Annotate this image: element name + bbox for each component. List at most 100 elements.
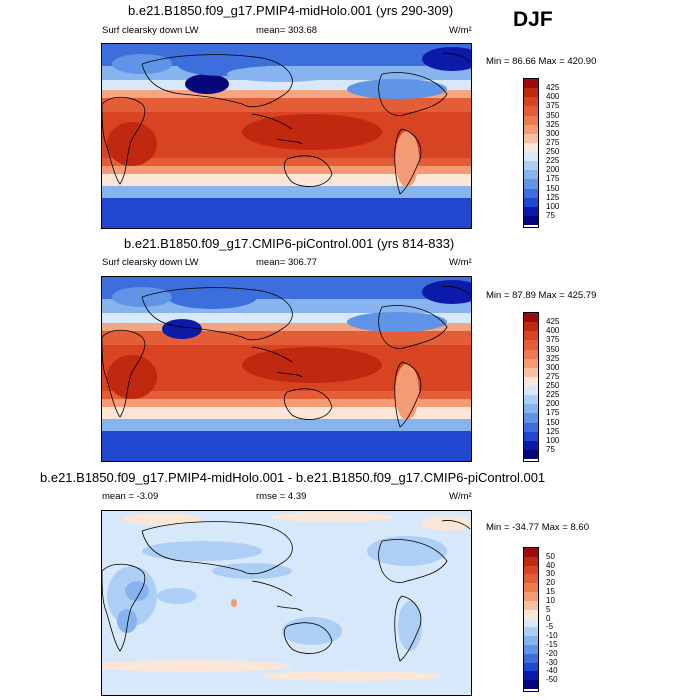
colorbar-tick-label: 125 [546, 192, 560, 202]
panel2-units: W/m² [449, 257, 472, 268]
colorbar-tick-label: 300 [546, 362, 560, 372]
colorbar-tick-label: 400 [546, 92, 560, 102]
colorbar-segment [524, 386, 538, 396]
colorbar-tick-label: 20 [546, 578, 555, 588]
colorbar-segment [524, 662, 538, 672]
colorbar-tick-label: 40 [546, 560, 555, 570]
colorbar-segment [524, 88, 538, 98]
colorbar-tick-label: -30 [546, 657, 558, 667]
colorbar-segment [524, 161, 538, 171]
colorbar-segment [524, 600, 538, 610]
panel3-units: W/m² [449, 491, 472, 502]
panel2-map [101, 276, 472, 462]
colorbar-segment [524, 358, 538, 368]
colorbar-segment [524, 609, 538, 619]
colorbar-tick-label: -20 [546, 648, 558, 658]
colorbar-tick-label: 275 [546, 371, 560, 381]
colorbar-tick-label: 75 [546, 210, 555, 220]
colorbar-segment [524, 565, 538, 575]
colorbar-segment [524, 170, 538, 180]
colorbar-tick-label: 350 [546, 344, 560, 354]
colorbar-segment [524, 404, 538, 414]
panel3-minmax: Min = -34.77 Max = 8.60 [486, 522, 589, 533]
colorbar-segment [524, 124, 538, 134]
colorbar-tick-label: 400 [546, 326, 560, 336]
panel2-minmax: Min = 87.89 Max = 425.79 [486, 290, 597, 301]
colorbar-tick-label: 0 [546, 613, 551, 623]
colorbar-tick-label: 275 [546, 137, 560, 147]
colorbar-segment [524, 206, 538, 216]
colorbar-tick-label: 375 [546, 335, 560, 345]
colorbar-tick-label: 100 [546, 201, 560, 211]
colorbar-segment [524, 340, 538, 350]
colorbar-tick-label: 150 [546, 417, 560, 427]
colorbar-segment [524, 583, 538, 593]
colorbar-tick-label: 200 [546, 165, 560, 175]
colorbar-tick-label: 225 [546, 390, 560, 400]
colorbar-segment [524, 574, 538, 584]
colorbar-segment [524, 592, 538, 601]
colorbar-segment [524, 349, 538, 359]
colorbar-tick-label: -50 [546, 675, 558, 685]
colorbar-segment [524, 115, 538, 125]
panel3-colorbar [523, 547, 539, 692]
colorbar-segment [524, 395, 538, 405]
colorbar-tick-label: 10 [546, 595, 555, 605]
colorbar-tick-label: 75 [546, 444, 555, 454]
colorbar-segment [524, 142, 538, 152]
colorbar-tick-label: 300 [546, 128, 560, 138]
colorbar-segment [524, 152, 538, 162]
colorbar-tick-label: 175 [546, 408, 560, 418]
panel1-map [101, 43, 472, 229]
colorbar-segment [524, 331, 538, 341]
colorbar-tick-label: 375 [546, 101, 560, 111]
colorbar-segment [524, 422, 538, 432]
colorbar-tick-label: 225 [546, 156, 560, 166]
colorbar-segment [524, 367, 538, 377]
colorbar-segment [524, 215, 538, 225]
colorbar-tick-label: 325 [546, 353, 560, 363]
panel1-mean: mean= 303.68 [256, 25, 318, 36]
colorbar-segment [524, 313, 538, 323]
colorbar-tick-label: 5 [546, 604, 551, 614]
colorbar-tick-label: 250 [546, 381, 560, 390]
colorbar-segment [524, 636, 538, 645]
colorbar-tick-label: 425 [546, 83, 560, 93]
colorbar-tick-label: 250 [546, 147, 560, 156]
panel1-variable: Surf clearsky down LW [102, 25, 199, 36]
colorbar-segment [524, 680, 538, 689]
panel1-title: b.e21.B1850.f09_g17.PMIP4-midHolo.001 (y… [128, 3, 454, 18]
colorbar-tick-label: 30 [546, 569, 555, 579]
panel3-map [101, 510, 472, 696]
colorbar-tick-label: -15 [546, 639, 558, 649]
colorbar-tick-label: 325 [546, 119, 560, 129]
panel2-colorbar [523, 312, 539, 462]
colorbar-tick-label: 425 [546, 317, 560, 327]
colorbar-tick-label: 100 [546, 435, 560, 445]
colorbar-tick-label: 50 [546, 551, 555, 561]
colorbar-segment [524, 618, 538, 628]
colorbar-segment [524, 671, 538, 681]
colorbar-tick-label: 175 [546, 174, 560, 184]
colorbar-segment [524, 644, 538, 654]
panel3-rmse: rmse = 4.39 [256, 491, 307, 502]
colorbar-segment [524, 179, 538, 189]
colorbar-segment [524, 548, 538, 557]
season-label: DJF [513, 8, 553, 31]
panel3-mean: mean = -3.09 [102, 491, 159, 502]
colorbar-segment [524, 79, 538, 89]
panel1-minmax: Min = 86.66 Max = 420.90 [486, 56, 597, 67]
colorbar-tick-label: 15 [546, 587, 555, 597]
colorbar-tick-label: 350 [546, 110, 560, 120]
colorbar-tick-label: 150 [546, 183, 560, 193]
colorbar-segment [524, 97, 538, 107]
colorbar-segment [524, 449, 538, 459]
panel2-variable: Surf clearsky down LW [102, 257, 199, 268]
colorbar-segment [524, 197, 538, 207]
colorbar-tick-label: -10 [546, 631, 558, 641]
colorbar-segment [524, 106, 538, 116]
colorbar-segment [524, 376, 538, 386]
colorbar-segment [524, 133, 538, 143]
colorbar-segment [524, 556, 538, 566]
colorbar-segment [524, 322, 538, 332]
